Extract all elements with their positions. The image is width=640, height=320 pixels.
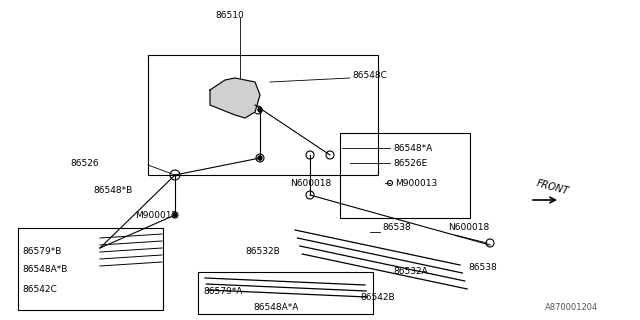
Text: N600018: N600018 [448,223,489,233]
Text: M900013: M900013 [395,179,437,188]
Circle shape [258,108,262,112]
Text: 86548*B: 86548*B [93,186,132,195]
Text: 86510: 86510 [215,11,244,20]
Text: N600018: N600018 [290,179,332,188]
Circle shape [173,213,177,217]
Text: 86579*A: 86579*A [203,287,243,297]
Text: 86532B: 86532B [245,247,280,257]
Text: M900013: M900013 [135,211,177,220]
Text: 86542C: 86542C [22,285,57,294]
Text: 86538: 86538 [382,223,411,233]
Text: 86526E: 86526E [393,158,428,167]
Bar [340,133,470,218]
Bar [198,272,373,314]
Bar [148,55,378,175]
Text: 86548A*B: 86548A*B [22,266,67,275]
Text: A870001204: A870001204 [545,303,598,313]
Text: 86532A: 86532A [393,268,428,276]
Text: 86548C: 86548C [352,70,387,79]
Text: 86579*B: 86579*B [22,247,61,257]
Text: 86542B: 86542B [360,293,395,302]
Text: 86538: 86538 [468,263,497,273]
Polygon shape [210,78,260,118]
Text: 86548*A: 86548*A [393,143,432,153]
Bar [18,228,163,310]
Circle shape [258,156,262,160]
Text: 86526: 86526 [70,158,99,167]
Text: FRONT: FRONT [535,179,570,197]
Text: 86548A*A: 86548A*A [253,303,298,313]
